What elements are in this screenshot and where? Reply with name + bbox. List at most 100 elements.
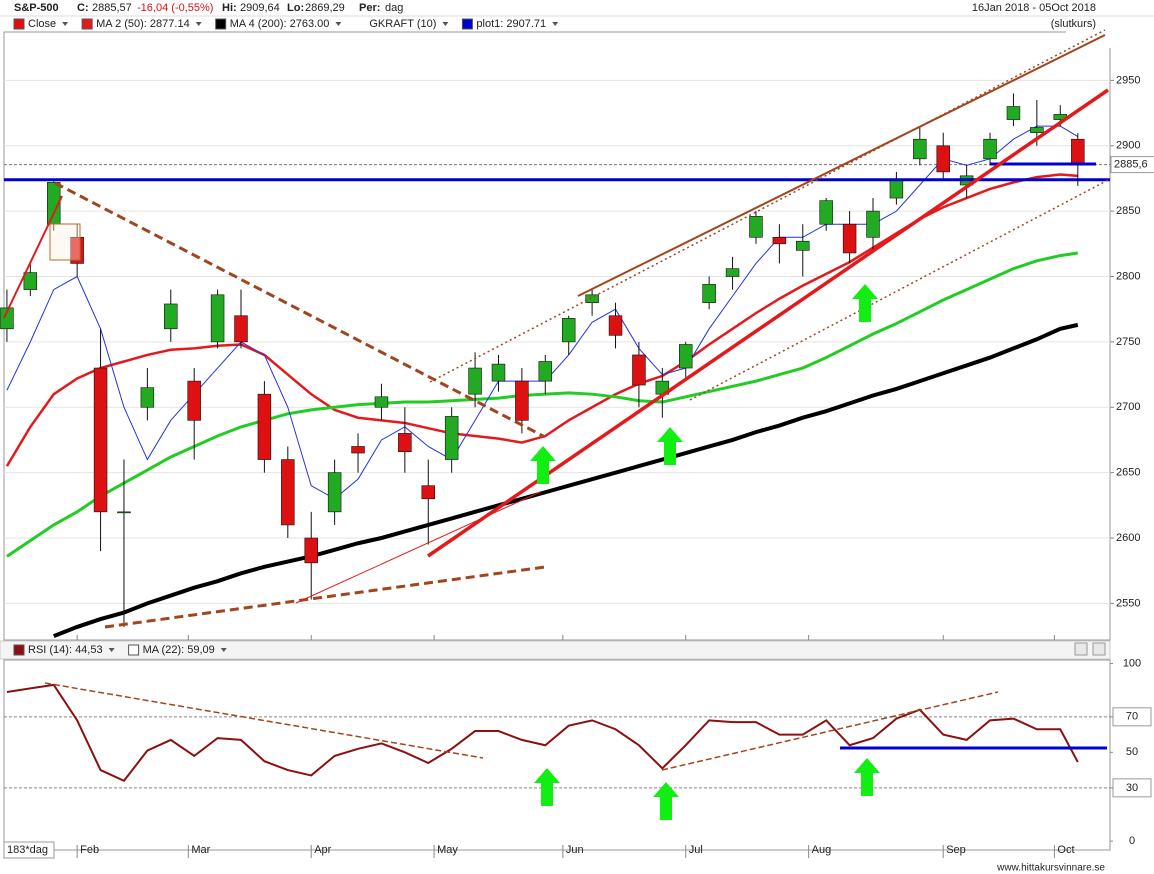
candle-body [210,294,225,343]
x-tick-label: Jun [566,844,584,856]
y-tick-label: 2900 [1116,140,1140,152]
x-tick-label: Jul [689,844,703,856]
candle-body [281,459,295,526]
y-tick-label: 2800 [1116,270,1140,282]
rsi-trend-line [44,682,484,759]
candle-body [491,363,506,382]
legend-dropdown[interactable] [108,648,115,652]
candle-body [23,272,38,290]
legend-label: MA 2 (50): 2877.14 [96,18,190,30]
candle-body [257,393,272,460]
x-tick-label: Feb [80,844,99,856]
high-label: Hi: [222,2,237,14]
y-tick-label: 2600 [1116,532,1140,544]
price-marker-label: 2885,6 [1114,158,1148,170]
legend-dropdown[interactable] [442,22,449,26]
candle-body [585,294,599,303]
candle-body [632,354,646,386]
candle-body [608,315,623,336]
x-tick-label: Sep [946,844,966,856]
legend-swatch [13,18,25,30]
moving-average [6,251,1079,558]
candle-body [444,416,459,460]
rsi-panel [3,659,1111,851]
legend-label: RSI (14): 44,53 [28,644,103,656]
trend-line [54,181,546,439]
candle-body [842,223,857,254]
candle-body [140,387,155,408]
candle-body [468,367,482,395]
y-tick-label: 2950 [1116,74,1140,86]
candle-body [889,179,904,199]
y-tick-label: 2650 [1116,467,1140,479]
candle-body [374,396,389,408]
candle-body [983,138,997,160]
plot-layer: 2550 2600 2650 2700 2750 2800 2850 2900 2950 2885… [0,18,1154,858]
legend-dropdown[interactable] [552,22,559,26]
candle-body [421,485,435,500]
candle-body [561,318,576,343]
close-value: 2885,57 [92,2,132,14]
legend-dropdown[interactable] [220,648,227,652]
legend-swatch [13,644,25,656]
symbol: S&P-500 [14,2,59,14]
settings-button[interactable] [1092,642,1106,656]
candle-body [1006,106,1021,120]
candle-body [936,145,950,173]
y-tick-label: 2750 [1116,336,1140,348]
moving-average [53,322,1079,638]
candle-body [679,344,693,369]
price-marker-box [1110,156,1154,174]
y-tick-label: 30 [1126,782,1138,794]
legend-dropdown[interactable] [195,22,202,26]
channel-line [577,34,1106,297]
rsi-header [0,640,1111,660]
trend-line [3,195,63,319]
site-url: www.hittakursvinnare.se [996,863,1105,874]
legend-dropdown[interactable] [62,22,69,26]
price-panel [3,31,1111,641]
rsi-trend-line [661,691,999,771]
legend-label: MA 4 (200): 2763.00 [230,18,330,30]
date-range: 16Jan 2018 - 05Oct 2018 [972,2,1096,14]
candle-body [866,210,880,238]
candle-body [1071,138,1085,165]
candle-body [538,361,553,382]
change-value: -16,04 (-0,55%) [137,2,213,14]
legend-label: GKRAFT (10) [369,18,436,30]
trend-line [295,491,541,604]
legend-swatch [81,18,93,30]
zoom-button[interactable] [1074,642,1088,656]
legend-dropdown[interactable] [335,22,342,26]
drawings [3,29,1109,820]
candle-body [234,315,248,343]
low-label: Lo: [287,2,304,14]
legend-swatch [215,18,227,30]
period-label: Per: [359,2,380,14]
x-tick-label: Mar [191,844,210,856]
high-value: 2909,64 [240,2,280,14]
legend-swatch [128,644,140,656]
legend-label: plot1: 2907.71 [476,18,546,30]
candle-body [327,472,342,513]
y-tick-label: 100 [1123,657,1141,669]
candle-body [772,236,787,245]
candle-body [819,200,833,225]
trend-line [104,565,546,629]
highlight-box [49,223,81,261]
x-tick-label: Aug [812,844,832,856]
range-box [1066,30,1154,48]
candle-body [1030,127,1044,133]
candle-body [351,446,365,454]
legend-label: MA (22): 59,09 [143,644,215,656]
candle-body [398,433,412,453]
candle-body [702,284,716,303]
candle-body [93,367,108,513]
close-label: C: [77,2,89,14]
channel-line [429,29,1106,383]
price-type: (slutkurs) [1051,18,1096,30]
channel-line [689,179,1109,401]
days-box [3,841,55,859]
